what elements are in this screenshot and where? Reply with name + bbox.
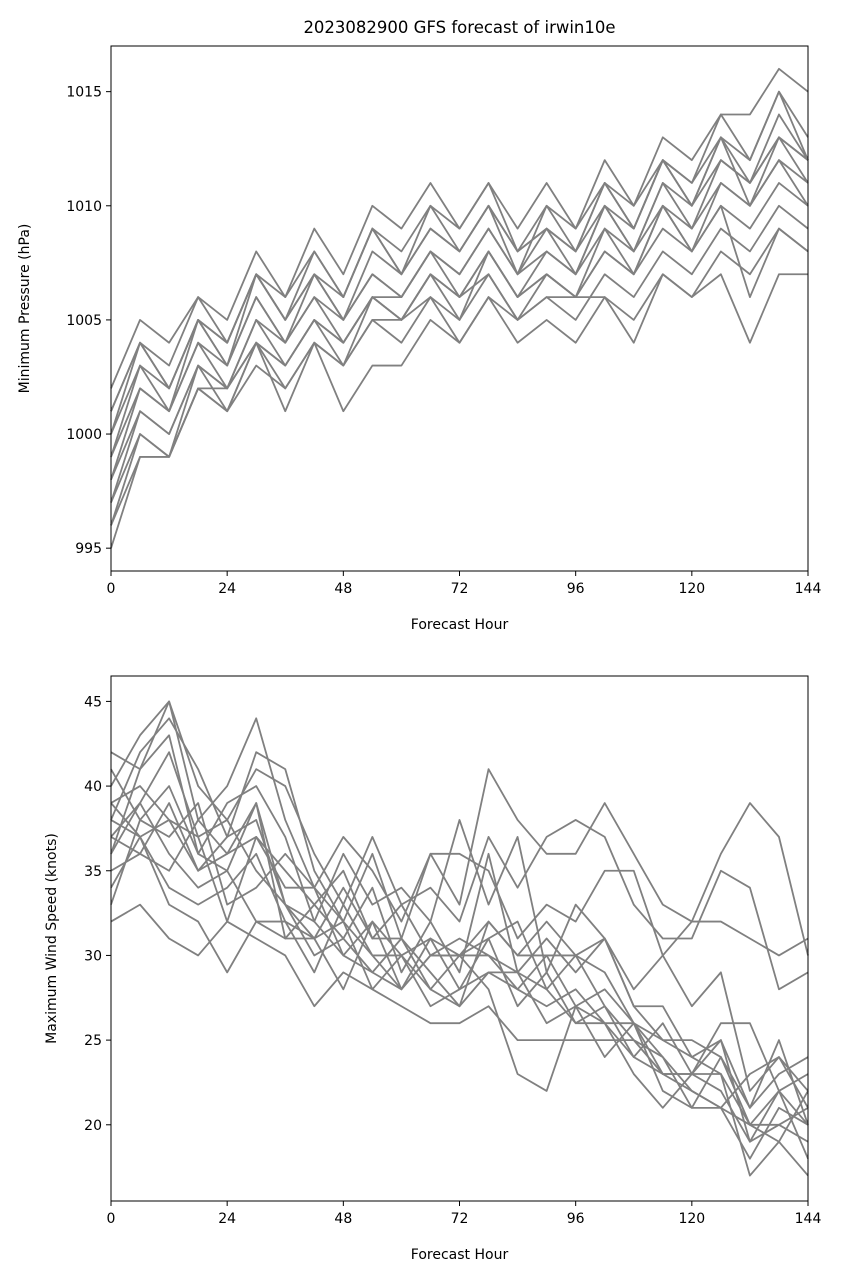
pressure-x-ticks: 0 24 48 72 96 120 144 [107,571,822,597]
pressure-x-tick-label: 120 [678,581,705,597]
wind-x-tick-label: 72 [451,1211,469,1227]
pressure-y-axis-label: Minimum Pressure (hPa) [17,224,33,394]
wind-y-tick-label: 20 [84,1118,102,1134]
pressure-series-line-11 [110,273,808,549]
wind-x-tick-label: 120 [678,1211,705,1227]
wind-series-line-9 [110,903,809,1126]
pressure-y-tick-label: 1015 [66,85,102,101]
pressure-y-tick-label: 1010 [66,199,102,215]
pressure-y-ticks: 995 1000 1005 1010 1015 [66,85,111,557]
pressure-series-lines [110,67,809,549]
pressure-x-tick-label: 48 [334,581,352,597]
pressure-y-tick-label: 995 [75,541,102,557]
pressure-y-tick-label: 1005 [66,313,102,329]
wind-chart: 0 24 48 72 96 120 144 20 25 30 35 40 45 Forecast Ho… [44,675,822,1263]
chart-title: 2023082900 GFS forecast of irwin10e [303,18,615,37]
pressure-y-tick-label: 1000 [66,427,102,443]
wind-x-tick-label: 96 [567,1211,585,1227]
wind-x-tick-label: 48 [334,1211,352,1227]
wind-series-line-3 [110,734,809,1109]
wind-y-tick-label: 30 [84,948,102,964]
pressure-x-axis-label: Forecast Hour [411,617,509,633]
wind-x-ticks: 0 24 48 72 96 120 144 [107,1201,822,1227]
wind-series-line-13 [110,819,809,1143]
wind-x-tick-label: 144 [795,1211,822,1227]
pressure-series-line-13 [110,136,809,412]
wind-series-line-14 [110,785,809,1109]
pressure-x-tick-label: 72 [451,581,469,597]
wind-y-ticks: 20 25 30 35 40 45 [84,694,111,1134]
pressure-x-tick-label: 96 [567,581,585,597]
pressure-plot-frame [110,45,809,572]
pressure-x-tick-label: 24 [218,581,236,597]
wind-y-tick-label: 25 [84,1033,102,1049]
wind-x-tick-label: 0 [107,1211,116,1227]
wind-y-tick-label: 40 [84,779,102,795]
wind-y-tick-label: 45 [84,694,102,710]
wind-series-lines [110,700,809,1177]
wind-plot-frame [110,675,809,1202]
wind-y-tick-label: 35 [84,864,102,880]
pressure-x-tick-label: 144 [795,581,822,597]
wind-y-axis-label: Maximum Wind Speed (knots) [44,833,60,1044]
wind-x-tick-label: 24 [218,1211,236,1227]
pressure-x-tick-label: 0 [107,581,116,597]
wind-x-axis-label: Forecast Hour [411,1247,509,1263]
pressure-chart: 2023082900 GFS forecast of irwin10e 0 24 4… [17,18,821,633]
pressure-series-line-12 [110,204,809,526]
